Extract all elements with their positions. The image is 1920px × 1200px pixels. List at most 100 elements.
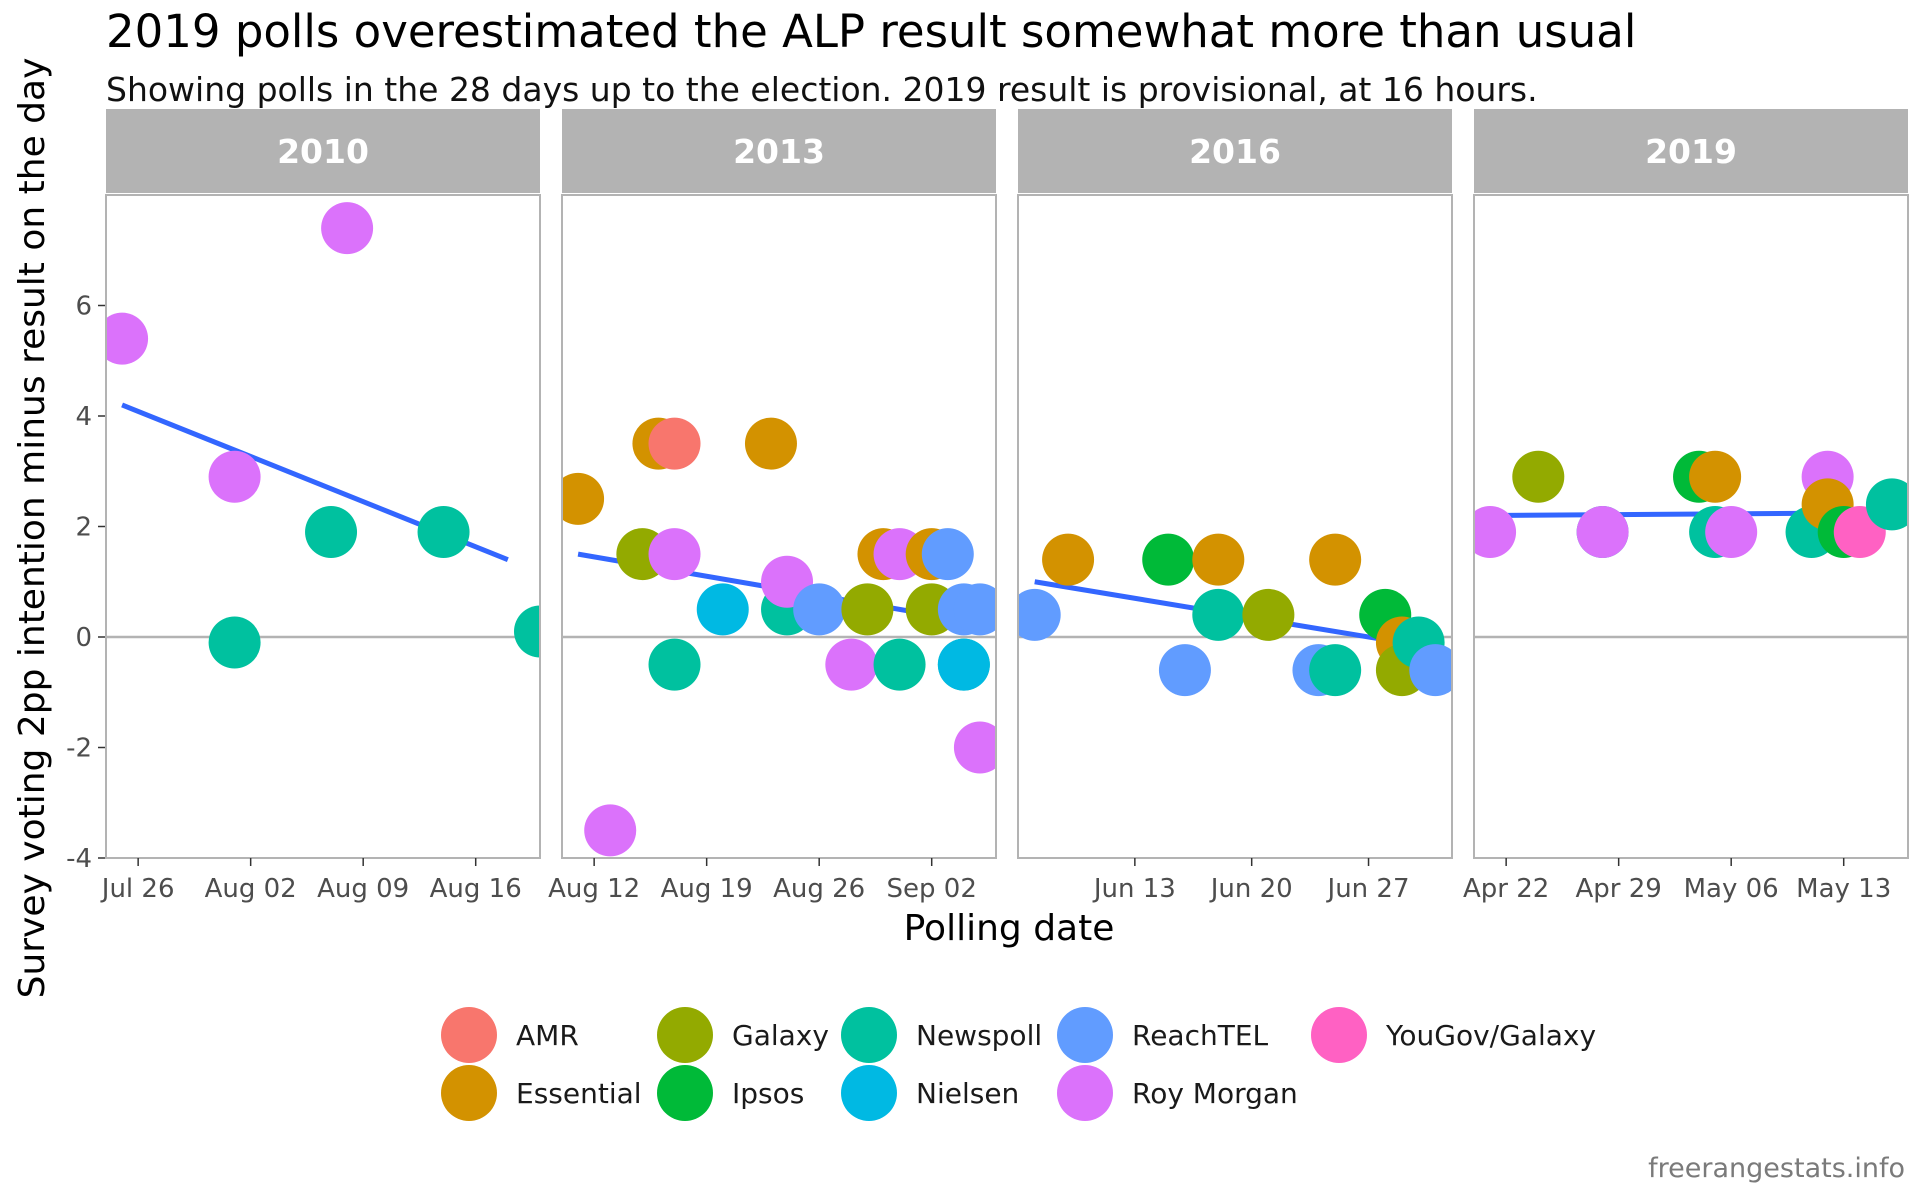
panel-strip (562, 109, 996, 193)
y-tick-label: 0 (75, 623, 92, 653)
legend-item: Nielsen (841, 1065, 1019, 1121)
legend-item: Newspoll (841, 1007, 1042, 1063)
data-point (1242, 588, 1295, 641)
data-point (562, 472, 605, 525)
x-tick-label: Jul 26 (100, 874, 175, 904)
data-point (1309, 533, 1362, 586)
panel-strip-label: 2019 (1645, 132, 1737, 171)
data-point (1865, 478, 1908, 531)
data-point (1409, 644, 1452, 697)
chart-caption: freerangestats.info (1648, 1153, 1905, 1184)
data-point (1192, 588, 1245, 641)
legend-swatch (657, 1065, 713, 1121)
legend-label: AMR (516, 1019, 579, 1052)
x-tick-label: Sep 02 (887, 874, 977, 904)
x-tick-label: Apr 29 (1576, 874, 1662, 904)
legend-item: Galaxy (657, 1007, 829, 1063)
data-point (921, 528, 974, 581)
legend-label: YouGov/Galaxy (1385, 1019, 1596, 1052)
x-axis-title: Polling date (904, 908, 1115, 949)
legend-item: ReachTEL (1057, 1007, 1269, 1063)
data-point (208, 450, 261, 503)
data-point (937, 638, 990, 691)
data-point (1705, 506, 1758, 559)
data-point (106, 312, 149, 365)
x-tick-label: Aug 12 (548, 874, 640, 904)
legend-label: Essential (516, 1077, 642, 1110)
data-point (1474, 506, 1517, 559)
y-tick-label: 6 (75, 292, 92, 322)
panel-strip (1018, 109, 1452, 193)
data-point (953, 721, 996, 774)
points (1018, 533, 1452, 697)
data-point (744, 417, 797, 470)
panel-2016: 2016 Jun 13 Jun 20 Jun 27 (1017, 109, 1453, 904)
panel-border (1473, 194, 1909, 859)
data-point (1192, 533, 1245, 586)
legend-item: Roy Morgan (1057, 1065, 1298, 1121)
legend-swatch (841, 1007, 897, 1063)
x-tick-label: Aug 26 (773, 874, 865, 904)
legend-swatch (1311, 1007, 1367, 1063)
data-point (873, 638, 926, 691)
y-tick-label: 2 (75, 513, 92, 543)
panels: -4 -2 0 2 4 6 2010 Jul 26 Aug 02 Aug 09 Aug 16 2013… (66, 109, 1909, 904)
data-point (1576, 506, 1629, 559)
legend: AMR Essential Galaxy Ipsos Newspoll Nielsen Re… (441, 1007, 1596, 1121)
x-tick-label: Aug 19 (661, 874, 753, 904)
legend-item: Ipsos (657, 1065, 804, 1121)
legend-label: Galaxy (732, 1019, 829, 1052)
data-point (321, 202, 374, 255)
points (106, 202, 540, 669)
data-point (793, 583, 846, 636)
x-tick-label: Aug 09 (317, 874, 409, 904)
data-point (1309, 644, 1362, 697)
y-axis: -4 -2 0 2 4 6 (66, 292, 106, 874)
data-point (1512, 450, 1565, 503)
panel-strip-label: 2016 (1189, 132, 1281, 171)
legend-swatch (841, 1065, 897, 1121)
x-tick-label: Aug 16 (430, 874, 522, 904)
panel-strip-label: 2013 (733, 132, 825, 171)
chart-subtitle: Showing polls in the 28 days up to the e… (106, 70, 1538, 109)
panel-border (105, 194, 541, 859)
panel-border (1017, 194, 1453, 859)
legend-label: Newspoll (916, 1019, 1042, 1052)
panel-2010: 2010 Jul 26 Aug 02 Aug 09 Aug 16 (100, 109, 541, 904)
data-point (648, 417, 701, 470)
y-axis-title: Survey voting 2pp intention minus result… (12, 58, 53, 999)
data-point (514, 605, 540, 658)
panel-strip (106, 109, 540, 193)
x-tick-label: Apr 22 (1463, 874, 1549, 904)
legend-label: Nielsen (916, 1077, 1019, 1110)
legend-item: YouGov/Galaxy (1311, 1007, 1596, 1063)
x-tick-label: May 06 (1684, 874, 1779, 904)
y-tick-label: -4 (66, 844, 92, 874)
data-point (208, 616, 261, 669)
x-tick-label: Jun 20 (1209, 874, 1293, 904)
x-tick-label: Jun 27 (1326, 874, 1410, 904)
data-point (648, 528, 701, 581)
panel-2013: 2013 Aug 12 Aug 19 Aug 26 Sep 02 (548, 109, 997, 904)
points (1474, 450, 1908, 559)
points (562, 417, 996, 857)
data-point (841, 583, 894, 636)
x-tick-label: Jun 13 (1092, 874, 1176, 904)
legend-item: AMR (441, 1007, 579, 1063)
data-point (696, 583, 749, 636)
legend-label: Ipsos (732, 1077, 804, 1110)
data-point (825, 638, 878, 691)
data-point (584, 804, 637, 857)
data-point (1158, 644, 1211, 697)
data-point (417, 506, 470, 559)
legend-swatch (441, 1065, 497, 1121)
x-tick-label: May 13 (1796, 874, 1891, 904)
data-point (1689, 450, 1742, 503)
panel-strip (1474, 109, 1908, 193)
panel-strip-label: 2010 (277, 132, 369, 171)
data-point (305, 506, 358, 559)
panel-border (561, 194, 997, 859)
data-point (1018, 588, 1061, 641)
data-point (648, 638, 701, 691)
